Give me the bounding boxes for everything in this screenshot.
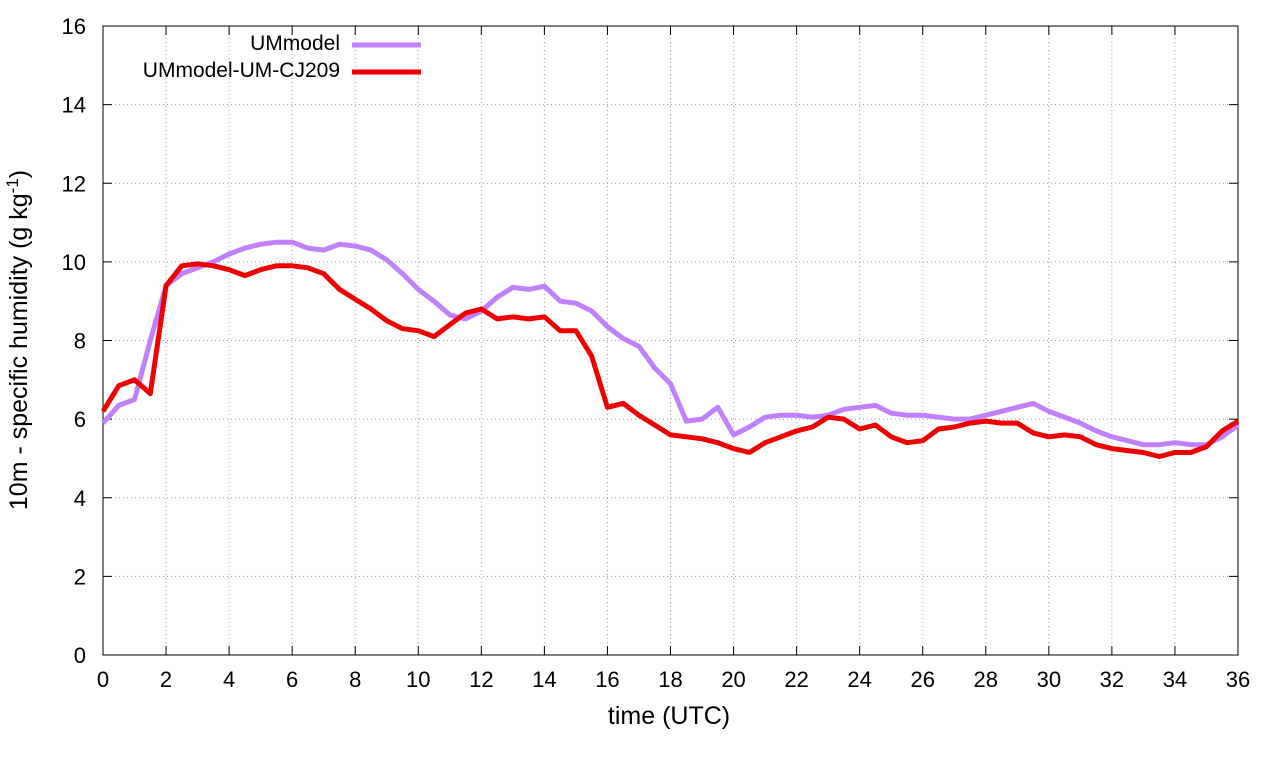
x-tick-label: 12 [469,667,493,692]
y-axis-label-main: 10m - specific humidity (g kg [5,193,33,510]
x-tick-label: 26 [910,667,934,692]
legend: UMmodel UMmodel-UM-CJ209 [143,32,421,82]
y-tick-label: 0 [74,643,86,668]
y-tick-label: 16 [62,14,86,39]
series-line-ummodel-um-cj209 [100,261,1240,459]
y-axis-label-superscript: -1 [3,178,22,193]
y-tick-label: 6 [74,407,86,432]
legend-label-ummodel: UMmodel [250,32,340,55]
x-tick-label: 10 [406,667,430,692]
x-tick-label: 24 [847,667,871,692]
y-axis-label-end: ) [5,170,33,178]
y-axis-label: 10m - specific humidity (g kg-1) [3,170,33,510]
x-tick-label: 6 [286,667,298,692]
y-tick-label: 4 [74,486,86,511]
x-tick-label: 28 [974,667,998,692]
y-tick-label: 14 [62,93,86,118]
data-series [100,239,1240,459]
legend-label-ummodel-um-cj209: UMmodel-UM-CJ209 [143,59,340,82]
x-tick-label: 30 [1037,667,1061,692]
x-tick-label: 20 [721,667,745,692]
x-tick-label: 0 [97,667,109,692]
series-line-ummodel [101,239,1240,448]
x-tick-label: 4 [223,667,235,692]
axis-ticks: 0 2 4 6 8 10 12 14 16 18 20 22 24 26 28 30 32 34 360246810… [62,14,1251,692]
x-tick-label: 14 [532,667,556,692]
x-tick-label: 8 [349,667,361,692]
x-tick-label: 16 [595,667,619,692]
y-tick-label: 12 [62,171,86,196]
grid-lines [102,25,1239,656]
x-tick-label: 2 [160,667,172,692]
y-tick-label: 8 [74,329,86,354]
x-tick-label: 32 [1100,667,1124,692]
x-tick-label: 36 [1226,667,1250,692]
x-tick-label: 34 [1163,667,1187,692]
y-tick-label: 10 [62,250,86,275]
x-tick-label: 18 [658,667,682,692]
x-axis-label: time (UTC) [608,702,730,730]
y-tick-label: 2 [74,564,86,589]
x-tick-label: 22 [784,667,808,692]
